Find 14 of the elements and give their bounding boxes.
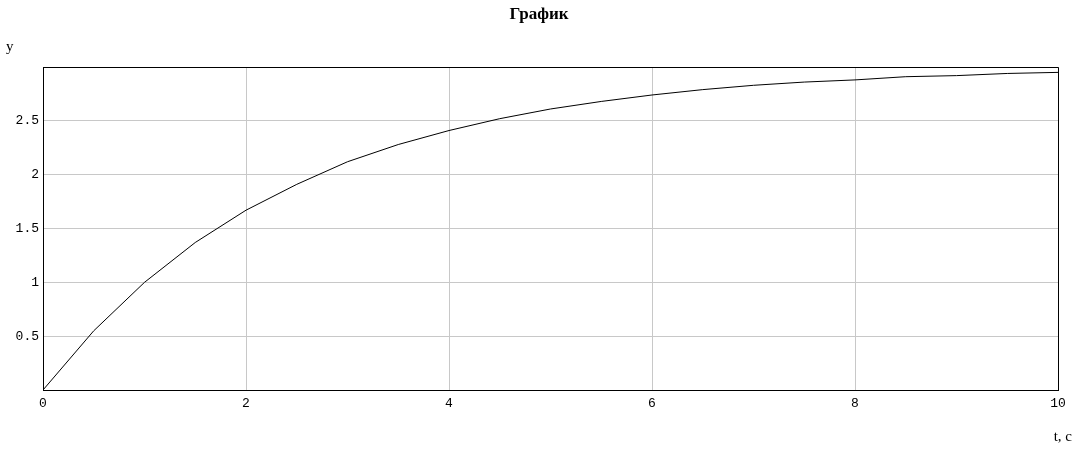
y-tick-label: 1 [31, 274, 40, 290]
x-tick-label: 2 [242, 396, 250, 412]
y-tick-label: 0.5 [15, 328, 39, 344]
chart-title: График [508, 4, 570, 24]
y-tick-label: 2.5 [15, 113, 39, 129]
x-tick-label: 10 [1050, 396, 1066, 412]
x-axis-title: t, c [1053, 428, 1072, 445]
x-tick-label: 6 [648, 396, 656, 412]
y-tick-label: 2 [31, 167, 39, 183]
y-axis-title: y [6, 38, 14, 55]
x-tick-label: 4 [445, 396, 454, 412]
x-tick-label: 0 [39, 396, 47, 412]
y-tick-label: 1.5 [15, 220, 39, 236]
x-tick-label: 8 [851, 396, 859, 412]
